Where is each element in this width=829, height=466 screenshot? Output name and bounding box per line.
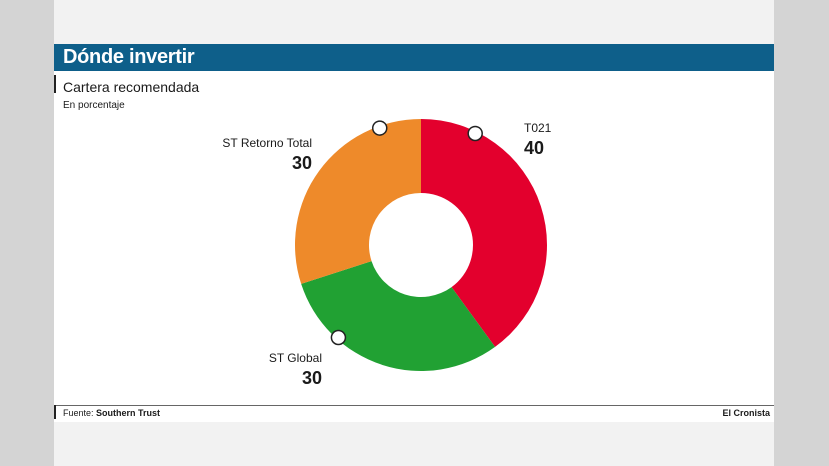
- slice-st-retorno-total: [295, 119, 421, 284]
- source-note: Fuente: Southern Trust: [63, 408, 160, 418]
- donut-chart: T021 40 ST Global 30 ST Retorno Total 30: [222, 119, 552, 388]
- slice-t021: [421, 119, 547, 347]
- slice-value-label: 30: [292, 153, 312, 173]
- header-title: Dónde invertir: [63, 46, 195, 68]
- infographic-card: Dónde invertir Cartera recomendada En po…: [54, 44, 774, 422]
- slice-value-label: 30: [302, 368, 322, 388]
- slice-label: ST Retorno Total: [222, 136, 312, 150]
- title-accent-rule: [54, 75, 56, 93]
- footer-divider: [54, 405, 774, 406]
- chart-subtitle: En porcentaje: [63, 100, 125, 111]
- source-value: Southern Trust: [96, 408, 161, 418]
- slice-value-label: 40: [524, 138, 544, 158]
- brand-name: El Cronista: [722, 408, 770, 418]
- chart-title: Cartera recomendada: [63, 79, 200, 95]
- slice-label: T021: [524, 121, 552, 135]
- slice-marker: [467, 125, 483, 142]
- slice-st-global: [301, 261, 496, 371]
- footer-accent-rule: [54, 405, 56, 419]
- source-label: Fuente:: [63, 408, 94, 418]
- slice-marker: [371, 120, 388, 136]
- slice-label: ST Global: [269, 351, 322, 365]
- header-bar: Dónde invertir: [54, 44, 774, 71]
- slice-marker: [330, 329, 347, 346]
